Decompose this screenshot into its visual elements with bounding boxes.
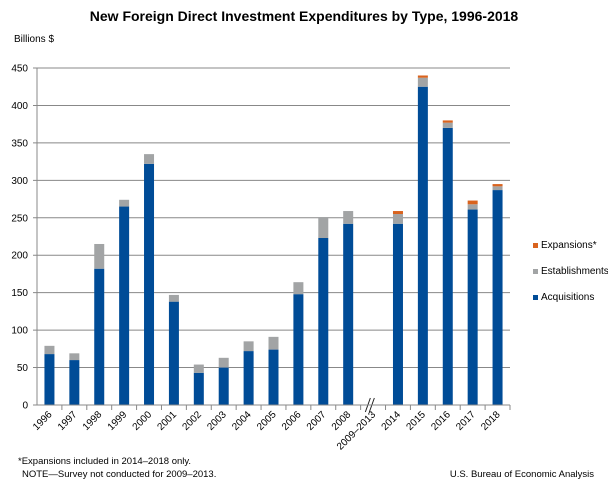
y-tick-label: 0: [22, 401, 28, 412]
bar-acquisitions-2006: [293, 294, 304, 405]
x-tick-label: 2003: [205, 409, 229, 433]
bar-expansions-2014: [392, 211, 403, 215]
x-tick-label: 1999: [106, 409, 130, 433]
x-tick-label: 2007: [305, 409, 329, 433]
bar-acquisitions-2002: [193, 372, 204, 405]
bar-acquisitions-2004: [243, 351, 254, 405]
legend-swatch: [533, 243, 538, 248]
footnote-expansions: *Expansions included in 2014–2018 only.: [18, 456, 192, 467]
bar-acquisitions-2018: [492, 190, 503, 405]
legend-label: Expansions*: [541, 240, 597, 251]
bar-establishments-1996: [44, 345, 55, 355]
bar-establishments-2005: [268, 336, 279, 350]
bar-acquisitions-2017: [467, 209, 478, 405]
y-tick-label: 350: [11, 138, 28, 149]
bar-establishments-2001: [168, 294, 179, 302]
bar-establishments-2018: [492, 186, 503, 191]
x-tick-label: 2015: [404, 409, 428, 433]
bar-acquisitions-2007: [318, 237, 329, 405]
bar-acquisitions-2014: [392, 223, 403, 405]
bar-acquisitions-2008: [343, 223, 354, 405]
x-tick-label: 2018: [479, 409, 503, 433]
y-tick-label: 300: [11, 176, 28, 187]
bar-expansions-2016: [442, 120, 453, 123]
bar-acquisitions-2001: [168, 301, 179, 405]
bar-establishments-2008: [343, 211, 354, 224]
footnote-note: NOTE—Survey not conducted for 2009–2013.: [22, 469, 217, 480]
bar-establishments-2000: [144, 154, 155, 164]
x-tick-label: 2000: [131, 409, 155, 433]
y-tick-label: 450: [11, 64, 28, 75]
bar-establishments-2006: [293, 282, 304, 295]
bar-establishments-2002: [193, 364, 204, 373]
x-tick-label: 1998: [81, 409, 105, 433]
legend-swatch: [533, 295, 538, 300]
legend-label: Establishments: [541, 266, 608, 277]
chart-title: New Foreign Direct Investment Expenditur…: [89, 8, 519, 24]
bar-establishments-1997: [69, 353, 80, 361]
bar-expansions-2017: [467, 200, 478, 205]
x-tick-label: 1996: [31, 409, 55, 433]
bar-expansions-2018: [492, 184, 503, 187]
bar-establishments-2014: [392, 214, 403, 224]
x-tick-label: 2002: [180, 409, 204, 433]
bar-acquisitions-2000: [144, 163, 155, 405]
x-tick-label: 2004: [230, 409, 254, 433]
x-tick-label: 2001: [156, 409, 180, 433]
y-tick-label: 150: [11, 288, 28, 299]
x-tick-label: 2006: [280, 409, 304, 433]
bar-acquisitions-2015: [417, 86, 428, 405]
bar-acquisitions-1996: [44, 354, 55, 405]
source-label: U.S. Bureau of Economic Analysis: [449, 469, 594, 480]
legend-swatch: [533, 269, 538, 274]
bar-establishments-1998: [94, 243, 105, 269]
bar-establishments-2017: [467, 204, 478, 210]
y-tick-label: 250: [11, 213, 28, 224]
x-tick-label: 1997: [56, 409, 80, 433]
bar-establishments-2007: [318, 217, 329, 238]
bar-acquisitions-1997: [69, 360, 80, 405]
bar-establishments-2003: [218, 357, 229, 368]
bar-acquisitions-1999: [119, 206, 130, 405]
bar-establishments-2016: [442, 122, 453, 128]
x-tick-label: 2014: [380, 409, 404, 433]
bar-establishments-2015: [417, 77, 428, 87]
bar-acquisitions-1998: [94, 268, 105, 405]
x-tick-label: 2016: [429, 409, 453, 433]
bar-establishments-1999: [119, 199, 130, 207]
y-tick-label: 200: [11, 251, 28, 262]
bar-establishments-2004: [243, 341, 254, 352]
bar-expansions-2015: [417, 75, 428, 78]
y-tick-label: 400: [11, 101, 28, 112]
bar-acquisitions-2016: [442, 127, 453, 406]
bar-acquisitions-2005: [268, 349, 279, 405]
y-axis-label: Billions $: [14, 34, 55, 45]
y-tick-label: 100: [11, 326, 28, 337]
y-tick-label: 50: [17, 363, 29, 374]
x-tick-label: 2005: [255, 409, 279, 433]
legend-label: Acquisitions: [541, 292, 594, 303]
bar-acquisitions-2003: [218, 367, 229, 405]
x-tick-label: 2017: [454, 409, 478, 433]
